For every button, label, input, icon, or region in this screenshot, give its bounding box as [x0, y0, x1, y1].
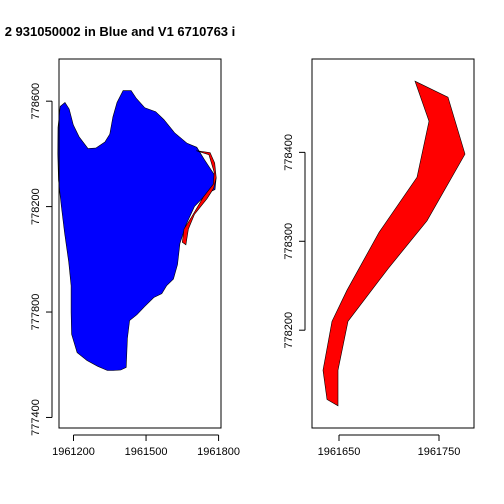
plot-frame	[311, 58, 475, 429]
x-tick-label: 1961650	[318, 446, 361, 458]
y-tick-label: 778300	[283, 223, 295, 260]
chart-title: 2 931050002 in Blue and V1 6710763 i	[5, 24, 236, 39]
y-tick-label: 778400	[283, 134, 295, 171]
y-tick-label: 778200	[283, 312, 295, 349]
x-tick-label: 1961750	[418, 446, 461, 458]
y-tick-label: 777400	[30, 399, 42, 436]
panel-blue-and-red-polygons: 1961200 1961500 1961800 777400 777800 778200 7…	[30, 58, 240, 458]
polygon-blue-0	[57, 90, 217, 371]
x-tick-label: 1961500	[125, 446, 168, 458]
y-tick-label: 777800	[30, 294, 42, 331]
plot-frame	[58, 58, 222, 429]
panel-red-polygon-zoom: 1961650 1961750 778200 778300 778400	[283, 58, 475, 458]
polygon-red-1	[181, 150, 217, 246]
y-tick-label: 778600	[30, 83, 42, 120]
polygon-red-0	[322, 80, 466, 407]
x-tick-label: 1961800	[197, 446, 240, 458]
y-tick-label: 778200	[30, 188, 42, 225]
x-tick-label: 1961200	[52, 446, 95, 458]
